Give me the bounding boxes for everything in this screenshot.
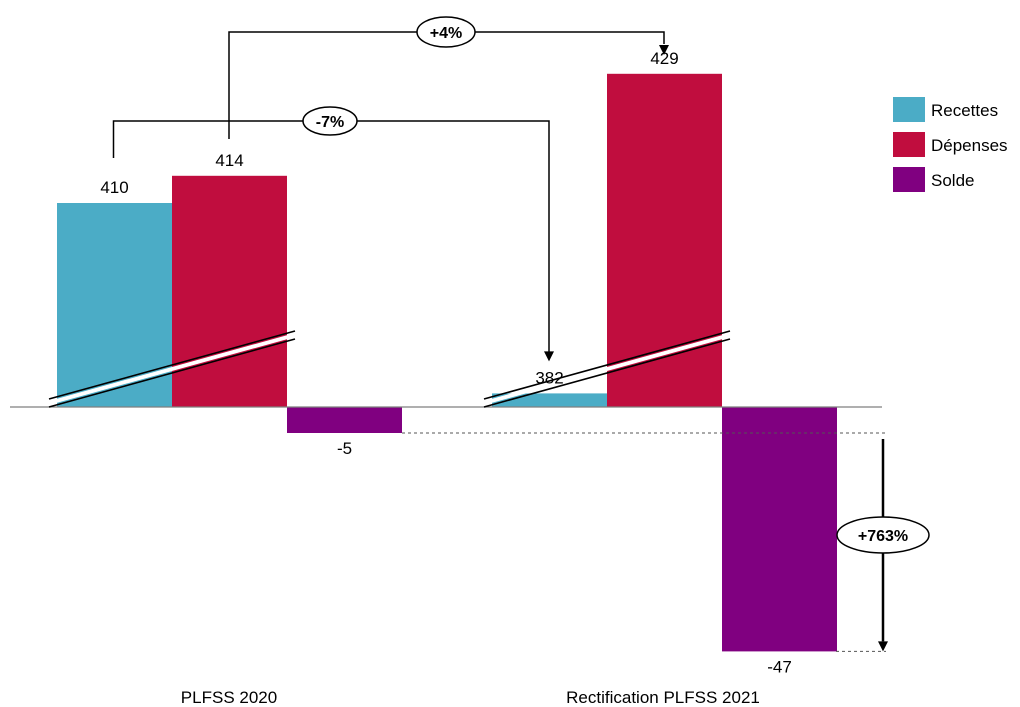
svg-text:+763%: +763%: [858, 528, 908, 545]
data-label-solde-rectification-plfss-2021: -47: [767, 657, 792, 676]
axis-break-marks: [48, 330, 731, 408]
data-label-recettes-rectification-plfss-2021: 382: [535, 368, 563, 387]
axis-break-line: [483, 330, 731, 400]
legend-label: Recettes: [931, 101, 998, 120]
legend-item-recettes: Recettes: [893, 97, 998, 122]
data-label-recettes-plfss-2020: 410: [100, 178, 128, 197]
axis-break-gap: [49, 333, 295, 405]
legend-swatch: [893, 97, 925, 122]
legend-item-solde: Solde: [893, 167, 974, 192]
change-badge-depenses: +4%: [416, 16, 476, 48]
legend-label: Solde: [931, 171, 974, 190]
category-label-rectification-plfss-2021: Rectification PLFSS 2021: [566, 688, 760, 707]
category-label-plfss-2020: PLFSS 2020: [181, 688, 277, 707]
change-badge-solde: +763%: [836, 516, 930, 554]
axis-break-line: [48, 338, 296, 408]
axis-break-line: [48, 330, 296, 400]
legend-swatch: [893, 167, 925, 192]
axis-break-gap: [484, 333, 730, 405]
svg-text:-7%: -7%: [316, 114, 344, 131]
connector-depenses: [228, 31, 665, 139]
svg-text:+4%: +4%: [430, 25, 462, 42]
data-label-depenses-rectification-plfss-2021: 429: [650, 49, 678, 68]
arrow-head: [659, 45, 669, 55]
legend-swatch: [893, 132, 925, 157]
legend-label: Dépenses: [931, 136, 1008, 155]
arrow-head: [544, 351, 554, 362]
bar-solde-rectification-plfss-2021: [722, 407, 837, 652]
data-label-solde-plfss-2020: -5: [337, 439, 352, 458]
legend: Recettes Dépenses Solde: [893, 97, 1008, 192]
legend-item-depenses: Dépenses: [893, 132, 1008, 157]
data-labels-group: 410 382 414 429 -5 -47: [100, 49, 791, 677]
change-badge-recettes: -7%: [302, 106, 358, 136]
bar-recettes-plfss-2020: [57, 203, 172, 407]
data-label-depenses-plfss-2020: 414: [215, 151, 243, 170]
arrow-head: [878, 641, 888, 652]
annotations-group: -7% +4% +763%: [112, 16, 930, 652]
bar-depenses-plfss-2020: [172, 175, 287, 407]
axis-break-line: [483, 338, 731, 408]
bars-group: [57, 73, 837, 652]
bar-solde-plfss-2020: [287, 407, 402, 433]
